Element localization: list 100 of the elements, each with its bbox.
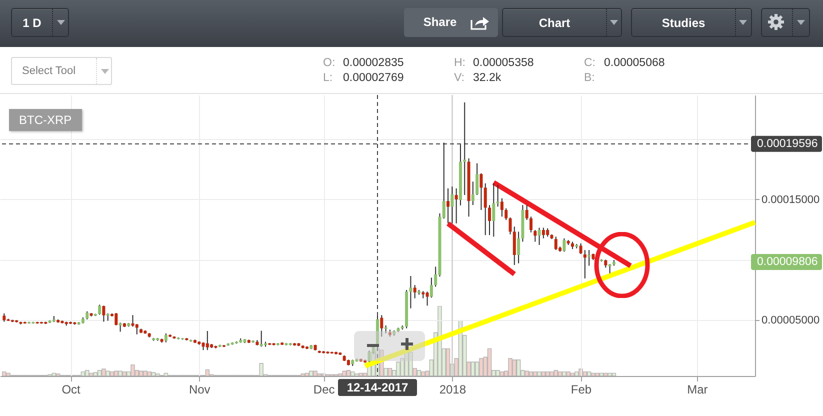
candlestick — [579, 242, 582, 255]
bar — [550, 371, 554, 376]
candlestick — [118, 322, 122, 332]
candlestick — [488, 204, 492, 236]
tool-dropdown: Select Tool — [11, 57, 112, 85]
text: V: — [454, 71, 464, 85]
bar — [586, 371, 592, 376]
bar — [545, 371, 550, 376]
candlestick — [588, 250, 591, 266]
candlestick — [260, 330, 263, 348]
x-tick-label: Dec — [313, 382, 335, 396]
bar — [512, 360, 516, 376]
bar — [346, 370, 351, 376]
text: H: — [454, 56, 466, 70]
bar — [259, 363, 264, 376]
bar — [151, 372, 156, 376]
x-tick-label: Mar — [687, 382, 708, 396]
bar — [89, 372, 94, 376]
text: 0.00009806 — [757, 256, 818, 268]
bar — [574, 371, 579, 376]
candlestick — [525, 204, 528, 220]
bar — [300, 374, 305, 376]
bar — [130, 364, 135, 376]
bar — [608, 372, 612, 376]
text: O: — [323, 56, 336, 70]
candlestick — [446, 188, 450, 224]
bar — [80, 371, 86, 376]
bar — [122, 371, 127, 376]
candlestick — [450, 186, 454, 224]
bar — [591, 372, 596, 376]
candlestick — [542, 227, 545, 239]
x-tick-label: Oct — [62, 382, 82, 396]
candlestick — [529, 216, 532, 233]
bar — [524, 370, 529, 376]
y-tick-label: 0.00005000 — [762, 314, 820, 327]
candlestick — [562, 238, 566, 252]
text: BTC-XRP — [9, 109, 82, 131]
bar — [474, 362, 480, 376]
bar — [479, 358, 484, 376]
candlestick — [102, 305, 106, 322]
bar — [102, 368, 106, 376]
x-tick-label: 2018 — [439, 382, 466, 396]
candlestick — [517, 231, 520, 264]
ref-line-label: 12-14-2017 — [346, 380, 409, 394]
bar — [85, 370, 90, 376]
bar — [350, 371, 355, 376]
candlestick — [409, 275, 412, 309]
text: 0.00005068 — [604, 56, 665, 70]
candlestick — [484, 182, 487, 236]
candlestick — [114, 312, 118, 326]
x-tick-label: Nov — [188, 382, 210, 396]
bar — [354, 374, 359, 376]
bar — [554, 370, 558, 376]
bar — [118, 370, 122, 376]
text: 0.00002835 — [343, 56, 404, 70]
bar — [97, 370, 102, 376]
bar — [562, 371, 566, 376]
text: 0.00005358 — [473, 56, 534, 70]
y-tick-label: 0.00015000 — [762, 194, 820, 206]
candlestick — [496, 184, 500, 208]
bar — [396, 362, 400, 376]
candlestick — [98, 304, 102, 316]
bar — [342, 370, 346, 376]
candlestick — [534, 230, 537, 242]
candlestick — [538, 227, 541, 246]
chart-dropdown: Chart — [502, 8, 622, 37]
candlestick — [454, 188, 458, 224]
candlestick — [368, 350, 371, 363]
bar — [528, 371, 534, 376]
bar — [110, 371, 114, 376]
bar — [516, 360, 521, 376]
text: 32.2k — [473, 71, 502, 85]
bar — [537, 371, 542, 376]
bar — [566, 371, 570, 376]
bar — [416, 370, 422, 376]
candlestick — [608, 264, 612, 274]
bar — [438, 306, 442, 376]
candlestick — [512, 226, 516, 266]
studies-dropdown: Studies — [631, 8, 752, 37]
bar — [205, 369, 210, 376]
candlestick — [413, 284, 416, 299]
candlestick — [380, 314, 384, 338]
text: C: — [584, 56, 596, 70]
candlestick — [430, 277, 433, 298]
bar — [487, 348, 492, 376]
bar — [500, 371, 504, 376]
interval-dropdown: 1 D — [11, 8, 69, 37]
bar — [2, 371, 6, 376]
candlestick — [554, 236, 558, 251]
text: B: — [584, 71, 595, 85]
candlestick — [471, 181, 474, 206]
candlestick — [500, 198, 504, 218]
candlestick — [480, 172, 483, 210]
bar — [470, 362, 476, 376]
x-tick-label: Feb — [570, 382, 592, 396]
bar — [313, 370, 318, 376]
bar — [508, 358, 512, 376]
bar — [93, 372, 98, 376]
bar — [421, 371, 426, 376]
share-button: Share — [404, 8, 498, 37]
